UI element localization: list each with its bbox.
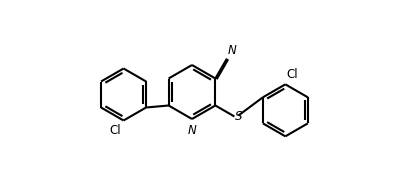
Text: N: N <box>188 124 196 137</box>
Text: N: N <box>228 44 236 57</box>
Text: Cl: Cl <box>287 68 298 81</box>
Text: S: S <box>235 110 243 123</box>
Text: Cl: Cl <box>109 124 120 136</box>
